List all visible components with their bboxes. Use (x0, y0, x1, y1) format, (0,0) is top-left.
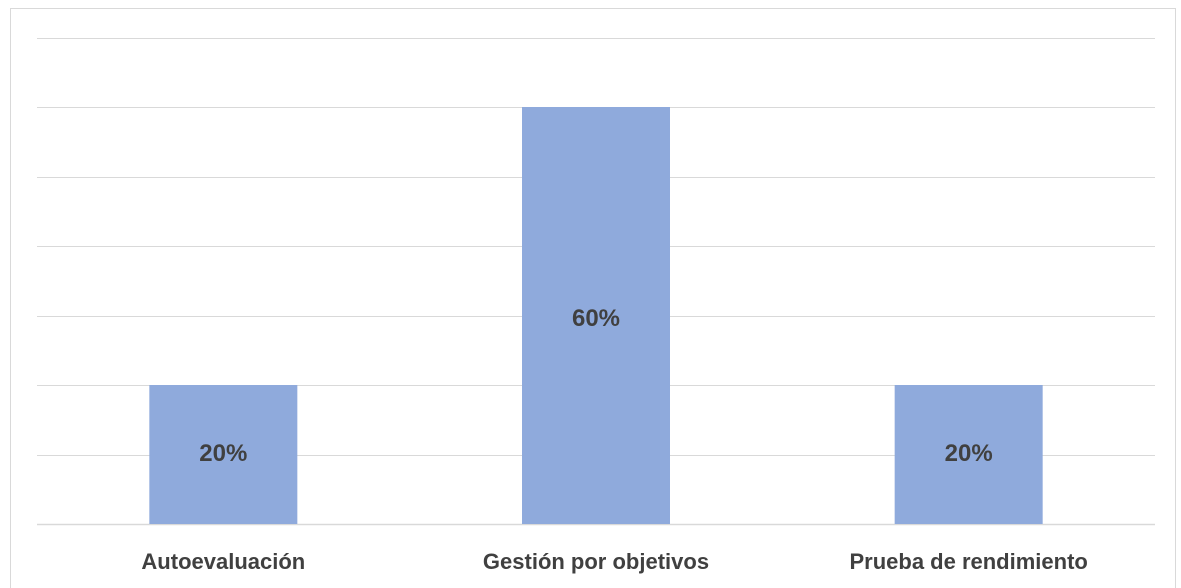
data-label: 60% (572, 305, 620, 332)
category-label: Autoevaluación (141, 549, 305, 574)
bar (522, 107, 670, 524)
data-label: 20% (199, 440, 247, 467)
bars (149, 107, 1043, 524)
category-labels: Autoevaluación Gestión por objetivos Prueb… (141, 549, 1087, 574)
bar (149, 385, 298, 524)
category-label: Prueba de rendimiento (849, 549, 1087, 574)
category-label: Gestión por objetivos (483, 549, 709, 574)
data-labels: 20% 60% 20% (199, 305, 992, 467)
bar (894, 385, 1043, 524)
data-label: 20% (945, 440, 993, 467)
